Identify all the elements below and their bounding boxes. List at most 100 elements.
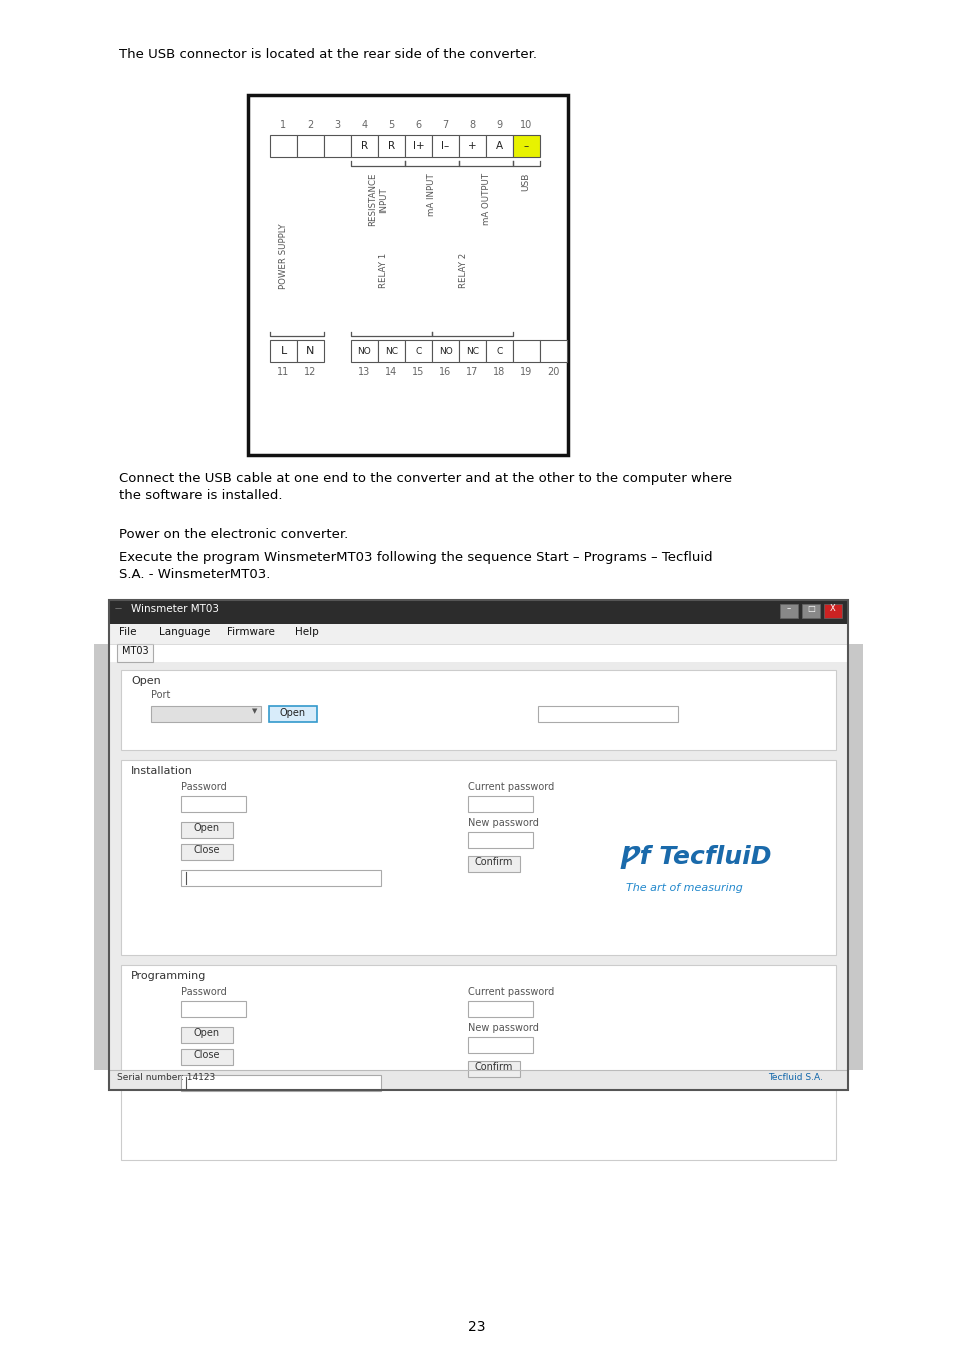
Bar: [121, 759, 835, 955]
Text: File: File: [119, 627, 136, 637]
Text: 23: 23: [468, 1321, 485, 1334]
Text: Open: Open: [279, 708, 306, 718]
Text: Close: Close: [193, 844, 220, 855]
Text: Winsmeter MT03: Winsmeter MT03: [131, 604, 219, 614]
Bar: [109, 600, 847, 625]
Bar: [468, 1001, 533, 1017]
Text: Help: Help: [294, 627, 318, 637]
Text: 1: 1: [280, 120, 286, 130]
Text: C: C: [496, 347, 502, 356]
Text: Open: Open: [131, 676, 161, 687]
Bar: [468, 796, 533, 812]
Text: mA INPUT: mA INPUT: [427, 173, 436, 216]
Bar: [468, 857, 519, 871]
Bar: [181, 822, 233, 838]
Bar: [269, 706, 316, 722]
Bar: [468, 1062, 519, 1077]
Bar: [296, 135, 324, 156]
Text: 13: 13: [358, 367, 370, 376]
Bar: [181, 1001, 246, 1017]
Bar: [823, 604, 841, 618]
Bar: [780, 604, 797, 618]
Text: —: —: [115, 604, 122, 611]
Bar: [121, 965, 835, 1160]
Bar: [181, 796, 246, 812]
Bar: [181, 1050, 233, 1064]
Text: Open: Open: [193, 1028, 220, 1037]
Text: Firmware: Firmware: [227, 627, 274, 637]
Bar: [151, 706, 261, 722]
Bar: [270, 340, 296, 362]
Text: RELAY 1: RELAY 1: [378, 254, 387, 289]
Text: R: R: [360, 142, 368, 151]
Text: Password: Password: [181, 782, 227, 792]
Text: Current password: Current password: [468, 782, 554, 792]
Text: Serial number: 14123: Serial number: 14123: [117, 1072, 215, 1082]
Text: 6: 6: [415, 120, 421, 130]
Bar: [181, 870, 380, 886]
Text: Close: Close: [193, 1050, 220, 1060]
Text: 10: 10: [519, 120, 532, 130]
Text: 12: 12: [304, 367, 316, 376]
Bar: [458, 340, 485, 362]
Text: Confirm: Confirm: [475, 1062, 513, 1072]
Bar: [109, 600, 847, 1090]
Text: –: –: [523, 142, 529, 151]
Text: R: R: [388, 142, 395, 151]
Text: 16: 16: [439, 367, 451, 376]
Text: L: L: [280, 345, 286, 356]
Text: I–: I–: [441, 142, 449, 151]
Bar: [109, 625, 847, 643]
Bar: [801, 604, 820, 618]
Text: The art of measuring: The art of measuring: [625, 884, 742, 893]
Bar: [847, 643, 862, 1070]
Text: 3: 3: [335, 120, 340, 130]
Bar: [458, 135, 485, 156]
Text: Ƿf TecfluiD: Ƿf TecfluiD: [620, 844, 772, 869]
Text: 4: 4: [361, 120, 367, 130]
Text: 14: 14: [385, 367, 397, 376]
Text: 8: 8: [469, 120, 475, 130]
Bar: [351, 340, 377, 362]
Text: 15: 15: [412, 367, 424, 376]
Text: –: –: [786, 604, 790, 612]
Bar: [296, 340, 324, 362]
Bar: [248, 94, 567, 455]
Text: 9: 9: [496, 120, 502, 130]
Text: Programming: Programming: [131, 971, 206, 981]
Text: Execute the program WinsmeterMT03 following the sequence Start – Programs – Tecf: Execute the program WinsmeterMT03 follow…: [119, 550, 712, 581]
Text: NC: NC: [465, 347, 478, 356]
Bar: [537, 706, 678, 722]
Text: POWER SUPPLY: POWER SUPPLY: [278, 223, 287, 289]
Text: USB: USB: [521, 173, 530, 192]
Text: +: +: [468, 142, 476, 151]
Bar: [324, 135, 351, 156]
Text: Open: Open: [193, 823, 220, 832]
Text: N: N: [306, 345, 314, 356]
Bar: [181, 1027, 233, 1043]
Bar: [377, 135, 405, 156]
Bar: [121, 670, 835, 750]
Text: Current password: Current password: [468, 987, 554, 997]
Bar: [94, 643, 109, 1070]
Text: MT03: MT03: [122, 646, 148, 656]
Text: Language: Language: [159, 627, 211, 637]
Text: Tecfluid S.A.: Tecfluid S.A.: [767, 1072, 822, 1082]
Text: Power on the electronic converter.: Power on the electronic converter.: [119, 527, 348, 541]
Bar: [109, 662, 847, 1070]
Bar: [405, 340, 432, 362]
Bar: [432, 340, 458, 362]
Bar: [513, 135, 539, 156]
Text: NC: NC: [385, 347, 397, 356]
Text: 5: 5: [388, 120, 395, 130]
Bar: [377, 340, 405, 362]
Text: 7: 7: [442, 120, 448, 130]
Text: The USB connector is located at the rear side of the converter.: The USB connector is located at the rear…: [119, 49, 537, 61]
Text: I+: I+: [413, 142, 424, 151]
Text: mA OUTPUT: mA OUTPUT: [481, 173, 490, 225]
Text: Password: Password: [181, 987, 227, 997]
Text: X: X: [829, 604, 835, 612]
Bar: [181, 844, 233, 861]
Bar: [485, 340, 513, 362]
Bar: [270, 135, 296, 156]
